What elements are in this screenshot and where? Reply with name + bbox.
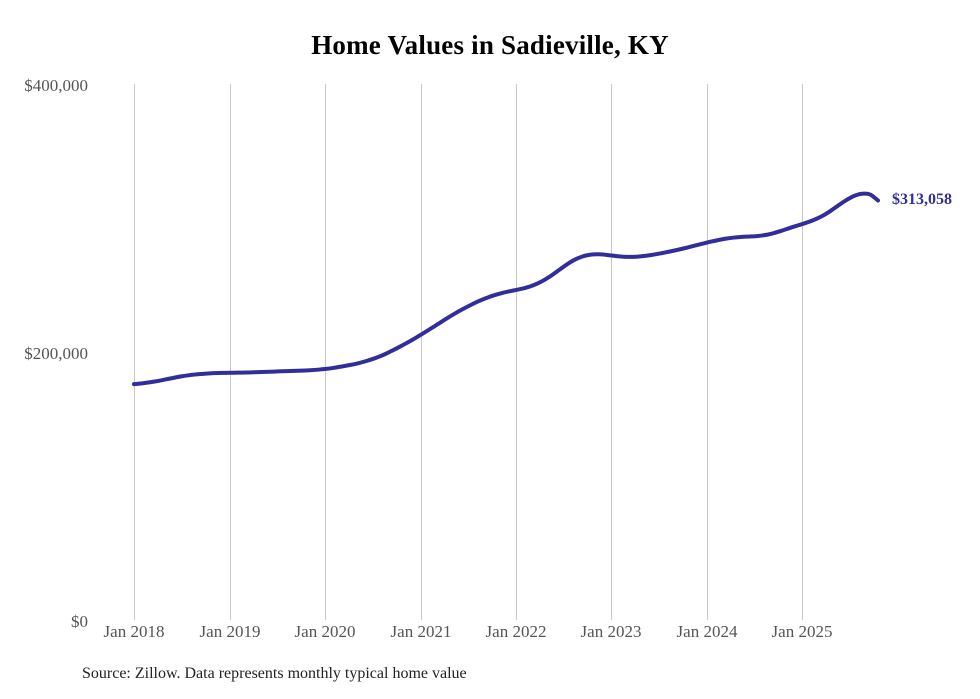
series-line-home-values: [132, 191, 880, 387]
gridline-jan-2024: [707, 84, 708, 620]
gridline-jan-2023: [611, 84, 612, 620]
source-footnote: Source: Zillow. Data represents monthly …: [82, 665, 467, 682]
x-tick-label: Jan 2024: [676, 622, 738, 641]
gridline-jan-2018: [134, 84, 135, 620]
y-tick-label: $0: [71, 612, 88, 631]
end-value-label: $313,058: [892, 190, 952, 208]
y-tick-label: $400,000: [24, 76, 88, 95]
chart-title: Home Values in Sadieville, KY: [311, 30, 669, 60]
y-tick-label: $200,000: [24, 344, 88, 363]
gridline-jan-2022: [516, 84, 517, 620]
gridline-jan-2025: [802, 84, 803, 620]
plot-area: [100, 84, 880, 620]
gridline-jan-2020: [325, 84, 326, 620]
x-tick-label: Jan 2019: [199, 622, 261, 641]
x-tick-label: Jan 2018: [103, 622, 165, 641]
x-tick-label: Jan 2022: [485, 622, 547, 641]
x-tick-label: Jan 2025: [771, 622, 833, 641]
x-tick-label: Jan 2023: [580, 622, 642, 641]
gridline-jan-2019: [230, 84, 231, 620]
gridline-jan-2021: [421, 84, 422, 620]
x-tick-label: Jan 2021: [390, 622, 452, 641]
x-tick-label: Jan 2020: [294, 622, 356, 641]
